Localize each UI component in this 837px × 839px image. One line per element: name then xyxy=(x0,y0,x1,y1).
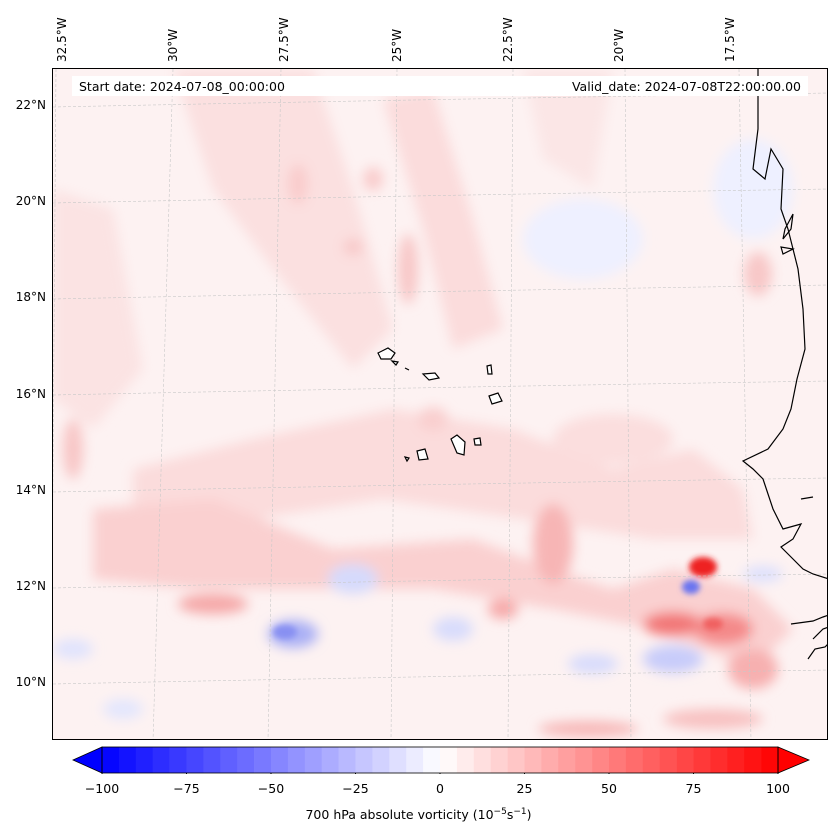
map-panel xyxy=(52,68,828,740)
colorbar-cell xyxy=(473,747,491,773)
colorbar-cell xyxy=(558,747,576,773)
colorbar-tick-label: 75 xyxy=(685,781,702,796)
colorbar-min-extension xyxy=(72,746,103,774)
colorbar-cell xyxy=(642,747,660,773)
colorbar-label-exp1: −5 xyxy=(493,807,507,817)
longitude-label: 30°W xyxy=(166,28,180,62)
colorbar-cell xyxy=(659,747,677,773)
colorbar-cell xyxy=(456,747,475,773)
longitude-label: 22.5°W xyxy=(501,17,515,62)
colorbar-cell xyxy=(710,747,728,773)
colorbar-cell xyxy=(254,747,272,773)
latitude-label: 14°N xyxy=(15,483,46,497)
cape-verde-islands xyxy=(377,347,503,463)
colorbar-cell xyxy=(507,747,525,773)
latitude-label: 12°N xyxy=(15,579,46,593)
colorbar-cells xyxy=(102,747,779,773)
colorbar-tick-label: 50 xyxy=(601,781,617,796)
colorbar-cell xyxy=(693,747,711,773)
latitude-label: 20°N xyxy=(15,194,46,208)
field-extremes xyxy=(273,557,723,639)
colorbar-tick-label: 25 xyxy=(516,781,533,796)
colorbar-cell xyxy=(440,747,458,773)
colorbar-label: 700 hPa absolute vorticity (10−5s−1) xyxy=(0,807,837,822)
colorbar-cell xyxy=(338,747,356,773)
colorbar-cell xyxy=(271,747,289,773)
colorbar-tick-label: 100 xyxy=(766,781,790,796)
graticule xyxy=(53,69,827,739)
longitude-label: 32.5°W xyxy=(55,17,69,62)
colorbar-cell xyxy=(676,747,694,773)
longitude-label: 27.5°W xyxy=(277,17,291,62)
colorbar-cell xyxy=(609,747,627,773)
colorbar-cell xyxy=(406,747,424,773)
colorbar-cell xyxy=(135,747,153,773)
colorbar-cell xyxy=(169,747,187,773)
colorbar-cell xyxy=(237,747,255,773)
latitude-label: 18°N xyxy=(15,290,46,304)
colorbar-label-close: ) xyxy=(526,807,532,823)
coastline xyxy=(741,69,827,660)
valid-date-label: Valid_date: 2024-07-08T22:00:00.00 xyxy=(571,79,801,94)
colorbar-cell xyxy=(575,747,593,773)
colorbar-cell xyxy=(287,747,306,773)
colorbar-cell xyxy=(541,747,559,773)
colorbar-cell xyxy=(592,747,610,773)
colorbar-cell xyxy=(321,747,339,773)
colorbar-cell xyxy=(423,747,441,773)
longitude-label: 17.5°W xyxy=(723,17,737,62)
colorbar-cell xyxy=(625,747,644,773)
start-date-label: Start date: 2024-07-08_00:00:00 xyxy=(79,79,285,94)
colorbar-label-text: 700 hPa absolute vorticity (10 xyxy=(305,807,494,823)
colorbar-cell xyxy=(355,747,373,773)
longitude-label: 25°W xyxy=(390,28,404,62)
colorbar-tick-label: −100 xyxy=(84,781,120,796)
colorbar-cell xyxy=(727,747,745,773)
colorbar-cell xyxy=(372,747,390,773)
latitude-label: 16°N xyxy=(15,387,46,401)
colorbar-cell xyxy=(524,747,542,773)
colorbar-cell xyxy=(304,747,322,773)
colorbar-cell xyxy=(186,747,204,773)
colorbar-cell xyxy=(118,747,137,773)
colorbar-cell xyxy=(220,747,238,773)
colorbar-max-extension xyxy=(777,746,810,774)
colorbar-ticks xyxy=(101,773,779,774)
latitude-label: 10°N xyxy=(15,675,46,689)
vorticity-field xyxy=(53,69,827,739)
colorbar-cell xyxy=(490,747,508,773)
colorbar-tick-label: −75 xyxy=(173,781,200,796)
colorbar-cell xyxy=(744,747,762,773)
longitude-label: 20°W xyxy=(612,28,626,62)
title-bar xyxy=(72,76,808,96)
colorbar-label-mid: s xyxy=(506,807,514,823)
field-pattern xyxy=(53,69,793,737)
colorbar-cell xyxy=(203,747,221,773)
colorbar xyxy=(72,746,810,774)
colorbar-label-exp2: −1 xyxy=(513,807,527,817)
colorbar-cell xyxy=(761,747,779,773)
colorbar-cell xyxy=(102,747,120,773)
colorbar-tick-label: −50 xyxy=(257,781,285,796)
colorbar-tick-label: 0 xyxy=(436,781,444,796)
colorbar-cell xyxy=(389,747,407,773)
colorbar-tick-label: −25 xyxy=(342,781,369,796)
colorbar-cell xyxy=(152,747,170,773)
latitude-label: 22°N xyxy=(15,98,46,112)
